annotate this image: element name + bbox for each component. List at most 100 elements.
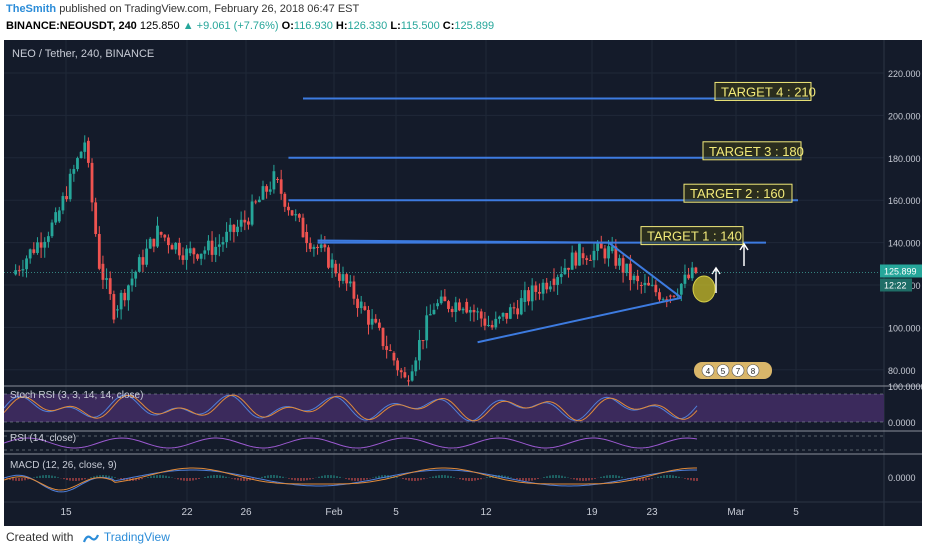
candle-body [487, 324, 490, 326]
candle-body [639, 285, 643, 286]
price-change: ▲ +9.061 (+7.76%) [182, 20, 279, 32]
candle-body [458, 302, 461, 311]
candle-body [185, 248, 188, 260]
chart-area[interactable]: NEO / Tether, 240, BINANCE TARGET 1 : 14… [4, 40, 922, 526]
candle-body [498, 316, 501, 319]
candle-body [428, 314, 432, 316]
candle-body [57, 210, 61, 222]
candle-body [399, 370, 403, 373]
time-axis[interactable]: 15 22 26 Feb 5 12 19 23 Mar 5 [4, 501, 922, 518]
candle-body [396, 360, 399, 371]
price-tick-label: 200.000 [888, 111, 921, 121]
candle-body [512, 307, 516, 309]
candle-body [370, 318, 374, 325]
candle-body [592, 250, 596, 261]
event-badge-label: 8 [751, 367, 756, 376]
time-tick-label: 19 [586, 507, 598, 518]
time-tick-label: Mar [727, 507, 745, 518]
candle-body [330, 259, 334, 268]
candle-body [694, 267, 698, 273]
candle-body [374, 318, 378, 323]
candle-body [690, 267, 694, 279]
candle-body [247, 221, 250, 225]
candle-body [672, 295, 676, 297]
indicator-panes: Stoch RSI (3, 3, 14, 14, close) RSI (14, … [4, 382, 922, 493]
candle-body [392, 352, 396, 361]
candle-body [265, 186, 269, 192]
publish-header: TheSmith published on TradingView.com, F… [0, 0, 932, 38]
last-price: 125.850 [139, 20, 180, 32]
candle-body [607, 246, 610, 259]
candle-body [170, 245, 174, 250]
candle-body [603, 248, 607, 259]
candle-body [254, 201, 258, 203]
author-link[interactable]: TheSmith [6, 3, 57, 15]
candle-body [661, 299, 665, 301]
candle-body [192, 248, 196, 255]
candle-body [297, 214, 301, 218]
candle-body [541, 282, 545, 294]
indicator-name: MACD (12, 26, close, 9) [10, 460, 117, 471]
candle-body [14, 270, 18, 275]
candle-body [337, 273, 341, 281]
event-badge [746, 364, 760, 377]
candle-body [581, 253, 585, 259]
candle-body [50, 222, 54, 237]
candle-body [174, 242, 178, 250]
candle-body [90, 162, 94, 203]
candle-body [232, 224, 236, 233]
price-tick-label: 160.000 [888, 196, 921, 206]
candle-body [567, 267, 570, 270]
candle-body [279, 179, 283, 194]
candle-body [145, 248, 148, 265]
tradingview-link[interactable]: TradingView [103, 530, 170, 544]
publish-line: TheSmith published on TradingView.com, F… [6, 3, 359, 15]
stoch-k-line [4, 394, 698, 422]
event-badge-label: 4 [706, 367, 711, 376]
candle-body [578, 243, 581, 266]
candle-body [134, 271, 138, 279]
candle-body [181, 255, 185, 260]
candle-body [381, 327, 385, 347]
candle-body [454, 302, 458, 313]
price-chart[interactable]: NEO / Tether, 240, BINANCE TARGET 1 : 14… [4, 40, 922, 526]
candle-body [323, 244, 327, 248]
candle-body [363, 306, 367, 310]
price-tick-label: 80.000 [888, 366, 916, 376]
time-tick-label: Feb [325, 507, 343, 518]
candle-body [505, 312, 509, 319]
candle-body [388, 349, 392, 351]
time-tick-label: 5 [393, 507, 399, 518]
candle-body [17, 270, 21, 272]
open-value: 116.930 [293, 20, 333, 32]
candle-body [141, 257, 145, 265]
candle-body [127, 285, 130, 301]
high-label: H: [335, 20, 348, 32]
candle-body [137, 257, 141, 272]
candle-body [596, 243, 600, 251]
price-tick-label: 100.000 [888, 323, 921, 333]
ohlc-line: BINANCE:NEOUSDT, 240 125.850 ▲ +9.061 (+… [6, 20, 494, 32]
candle-body [654, 284, 658, 293]
candle-body [501, 312, 505, 317]
candle-body [43, 241, 47, 248]
candle-body [276, 179, 279, 180]
target-label: TARGET 2 : 160 [690, 186, 785, 201]
candle-body [283, 193, 287, 207]
price-axis[interactable]: 220.000200.000180.000160.000140.000120.0… [880, 40, 922, 526]
candle-body [588, 259, 592, 261]
candle-body [46, 236, 50, 242]
candle-body [294, 214, 298, 216]
candle-body [203, 250, 207, 254]
event-badges[interactable]: 4 5 7 8 [694, 362, 772, 379]
candle-body [465, 301, 469, 313]
candle-body [516, 308, 520, 315]
candle-body [76, 158, 79, 170]
price-tick-label: 180.000 [888, 154, 921, 164]
footer: Created with TradingView [0, 526, 932, 550]
candle-body [570, 252, 574, 270]
time-tick-label: 12 [480, 507, 492, 518]
target-box [683, 183, 793, 203]
candle-body [159, 232, 163, 235]
event-badge [731, 364, 745, 377]
